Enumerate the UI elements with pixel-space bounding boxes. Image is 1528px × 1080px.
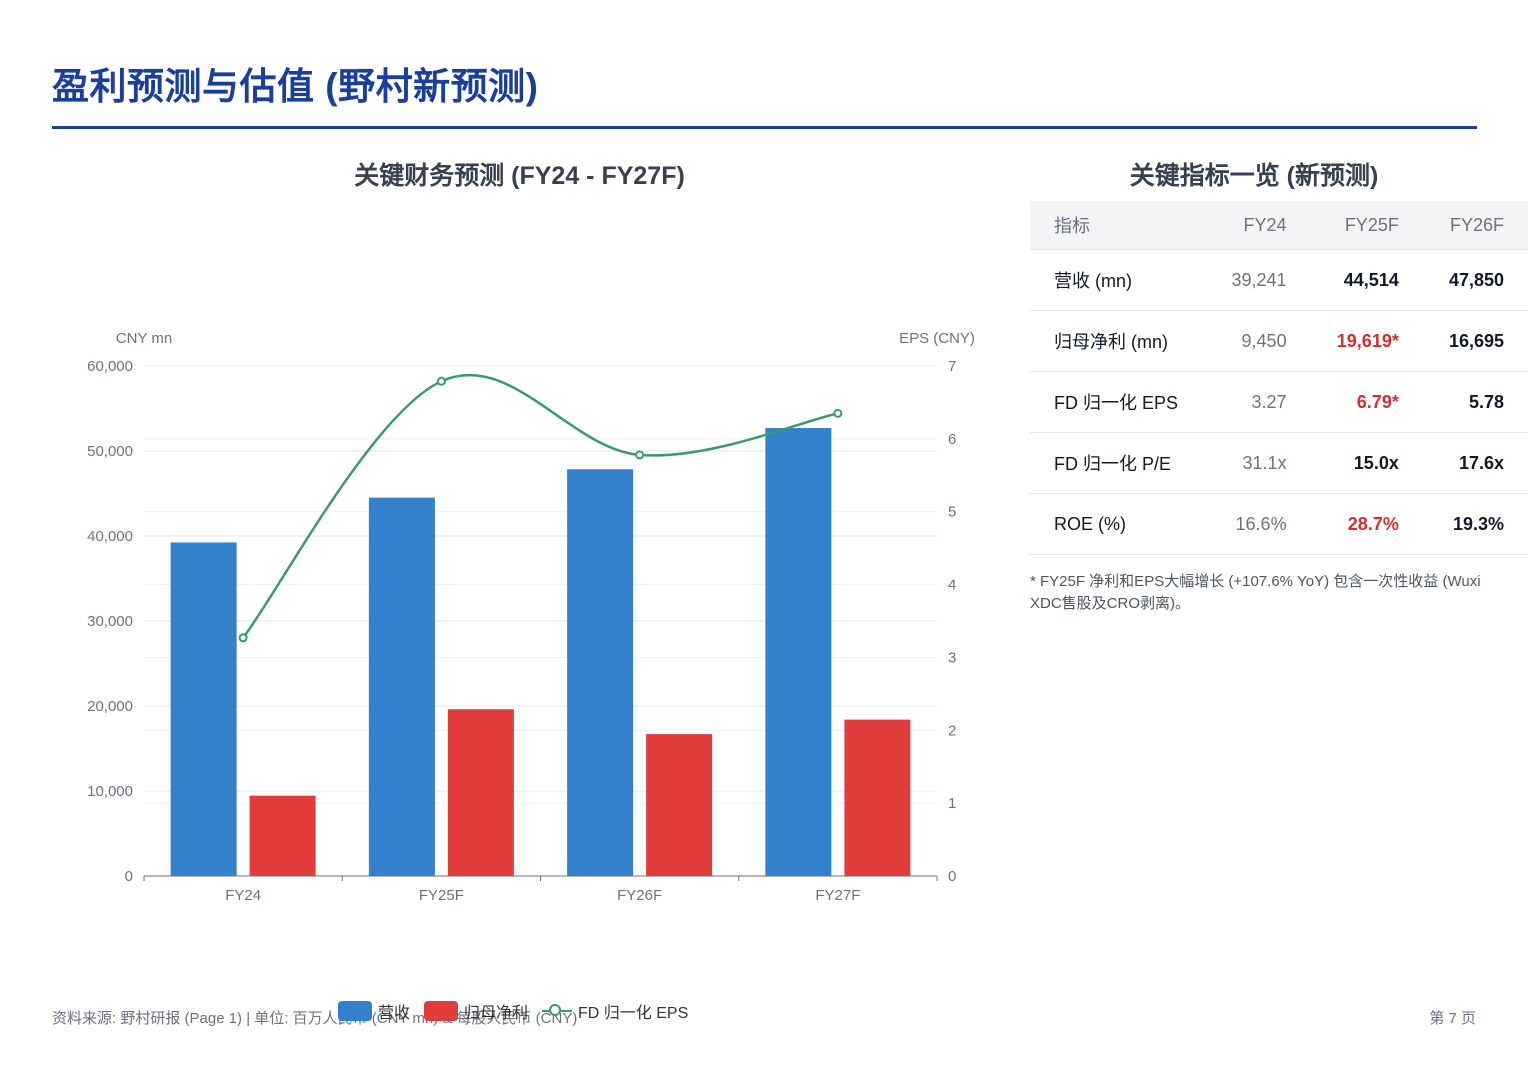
table-row: FD 归一化 EPS 3.27 6.79* 5.78 — [1030, 371, 1528, 433]
row-metric: 营收 (mn) — [1030, 249, 1206, 311]
cell-fy25f: 19,619* — [1310, 310, 1423, 372]
cell-fy25f: 44,514 — [1310, 249, 1423, 311]
bar-net-profit-FY25F — [447, 709, 514, 876]
header-fy24: FY24 — [1205, 201, 1311, 250]
table-row: 归母净利 (mn) 9,450 19,619* 16,695 — [1030, 310, 1528, 372]
y-right-tick-label: 3 — [948, 649, 956, 666]
page-number: 第 7 页 — [1429, 1010, 1476, 1027]
chart-title: 关键财务预测 (FY24 - FY27F) — [354, 162, 685, 190]
title-divider — [52, 126, 1477, 129]
cell-fy24: 39,241 — [1205, 249, 1311, 311]
table-title: 关键指标一览 (新预测) — [1129, 162, 1379, 190]
cell-fy25f: 28.7% — [1310, 493, 1423, 555]
y-left-tick-label: 0 — [125, 868, 133, 885]
table-footnote: * FY25F 净利和EPS大幅增长 (+107.6% YoY) 包含一次性收益… — [1030, 573, 1481, 612]
y-left-tick-label: 10,000 — [87, 783, 133, 800]
x-tick-label: FY25F — [419, 887, 464, 904]
metrics-table: 指标 FY24 FY25F FY26F 营收 (mn) 39,241 44,51… — [1030, 201, 1528, 555]
header-fy26f: FY26F — [1422, 201, 1528, 250]
table-header-row: 指标 FY24 FY25F FY26F — [1030, 201, 1528, 250]
bar-revenue-FY24 — [170, 542, 237, 876]
y-right-tick-label: 7 — [948, 358, 956, 375]
legend-item-eps[interactable]: FD 归一化 EPS — [542, 999, 688, 1023]
legend-item-revenue[interactable]: 营收 — [338, 999, 410, 1023]
table-row: ROE (%) 16.6% 28.7% 19.3% — [1030, 493, 1528, 555]
row-metric: FD 归一化 P/E — [1030, 432, 1206, 494]
y-right-tick-label: 1 — [948, 795, 956, 812]
cell-fy24: 31.1x — [1205, 432, 1311, 494]
row-metric: 归母净利 (mn) — [1030, 310, 1206, 372]
y-left-axis-title: CNY mn — [116, 330, 172, 347]
bar-revenue-FY26F — [567, 469, 634, 876]
y-left-tick-label: 50,000 — [87, 443, 133, 460]
cell-fy24: 9,450 — [1205, 310, 1311, 372]
eps-point-FY25F — [436, 376, 446, 386]
eps-point-FY24 — [238, 633, 248, 643]
y-left-tick-label: 20,000 — [87, 698, 133, 715]
cell-fy24: 3.27 — [1205, 371, 1311, 433]
cell-fy25f: 6.79* — [1310, 371, 1423, 433]
bar-net-profit-FY24 — [249, 795, 316, 876]
cell-fy26f: 5.78 — [1422, 371, 1528, 433]
bar-net-profit-FY26F — [646, 734, 713, 876]
bar-net-profit-FY27F — [844, 719, 911, 876]
legend-label-net-profit: 归母净利 — [464, 1005, 529, 1022]
legend-label-revenue: 营收 — [378, 1005, 411, 1022]
x-tick-label: FY26F — [617, 887, 662, 904]
y-right-tick-label: 5 — [948, 504, 956, 521]
financial-forecast-chart: 0 10,000 20,000 30,000 40,000 50,000 60,000 0 1 2… — [87, 330, 975, 904]
page-title: 盈利预测与估值 (野村新预测) — [52, 66, 539, 107]
cell-fy25f: 15.0x — [1310, 432, 1423, 494]
y-left-tick-label: 40,000 — [87, 528, 133, 545]
legend-swatch-revenue — [338, 1001, 372, 1021]
y-right-tick-label: 4 — [948, 577, 956, 594]
y-right-tick-label: 6 — [948, 431, 956, 448]
row-metric: ROE (%) — [1030, 493, 1206, 555]
eps-point-FY27F — [833, 408, 843, 418]
y-right-axis-title: EPS (CNY) — [899, 330, 975, 347]
y-left-tick-label: 60,000 — [87, 358, 133, 375]
table-row: 营收 (mn) 39,241 44,514 47,850 — [1030, 249, 1528, 311]
legend-swatch-net-profit — [424, 1001, 459, 1021]
table-row: FD 归一化 P/E 31.1x 15.0x 17.6x — [1030, 432, 1528, 494]
y-right-tick-label: 2 — [948, 722, 956, 739]
cell-fy26f: 16,695 — [1422, 310, 1528, 372]
cell-fy26f: 19.3% — [1422, 493, 1528, 555]
y-right-tick-label: 0 — [948, 868, 956, 885]
legend-swatch-eps — [542, 1001, 573, 1021]
bar-revenue-FY27F — [765, 428, 832, 876]
y-left-tick-label: 30,000 — [87, 613, 133, 630]
x-tick-label: FY27F — [815, 887, 860, 904]
bar-revenue-FY25F — [368, 497, 435, 876]
cell-fy26f: 17.6x — [1422, 432, 1528, 494]
eps-line — [242, 373, 839, 639]
header-fy25f: FY25F — [1310, 201, 1423, 250]
x-tick-label: FY24 — [225, 887, 261, 904]
chart-legend: 营收 归母净利 FD 归一化 EPS — [338, 998, 702, 1024]
cell-fy26f: 47,850 — [1422, 249, 1528, 311]
legend-item-net-profit[interactable]: 归母净利 — [424, 999, 528, 1023]
eps-point-FY26F — [635, 450, 645, 460]
cell-fy24: 16.6% — [1205, 493, 1311, 555]
row-metric: FD 归一化 EPS — [1030, 371, 1206, 433]
header-metric: 指标 — [1030, 201, 1206, 250]
legend-label-eps: FD 归一化 EPS — [578, 1005, 689, 1022]
